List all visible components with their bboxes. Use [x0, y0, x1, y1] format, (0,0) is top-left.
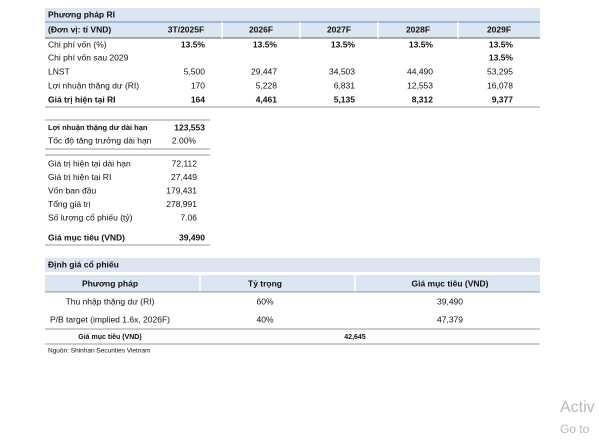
cell: 53,295: [487, 66, 513, 76]
cell: 2.00%: [172, 135, 197, 145]
header-band: [45, 8, 540, 22]
cell: 39,490: [179, 232, 205, 242]
cell: 60%: [256, 296, 273, 306]
cell: 5,135: [334, 94, 356, 104]
cell: 72,112: [172, 158, 198, 168]
row-label: Lợi nhuận thặng dư dài hạn: [48, 123, 148, 132]
cell: 16,078: [487, 80, 513, 90]
row-label: Chi phí vốn sau 2029: [48, 52, 129, 62]
row-label: Giá mục tiêu (VND): [48, 232, 125, 242]
cell: 9,377: [492, 94, 514, 104]
cell: 5,500: [184, 66, 206, 76]
source-note: Nguồn: Shinhan Securities Vietnam: [48, 346, 151, 355]
column-header: 2029F: [487, 24, 511, 34]
cell: Thu nhập thặng dư (RI): [66, 296, 155, 306]
row-label: Lợi nhuận thặng dư (RI): [48, 80, 139, 90]
cell: 164: [191, 94, 205, 104]
row-label: Vốn ban đầu: [48, 185, 96, 195]
cell: 44,490: [407, 66, 433, 76]
column-header: Phương pháp: [82, 278, 138, 288]
cell: 40%: [256, 314, 273, 324]
cell: 13.5%: [489, 39, 514, 49]
row-label: Giá trị hiện tại RI: [48, 94, 116, 104]
cell: 278,991: [166, 199, 197, 209]
section-title: Định giá cổ phiếu: [48, 259, 119, 269]
header-band: [45, 22, 540, 38]
cell: 34,503: [329, 66, 355, 76]
cell: 7.06: [180, 212, 197, 222]
cell: 13.5%: [331, 39, 356, 49]
cell: 47,379: [437, 314, 463, 324]
cell: 179,431: [166, 185, 197, 195]
watermark: Go to: [560, 422, 590, 436]
cell: 4,461: [256, 94, 278, 104]
column-header: 3T/2025F: [168, 24, 204, 34]
cell: 8,312: [412, 94, 434, 104]
row-label: Số lượng cổ phiếu (tỷ): [48, 212, 133, 222]
cell: 27,449: [171, 172, 197, 182]
cell: 6,831: [334, 80, 356, 90]
row-label: LNST: [48, 66, 70, 76]
cell: 13.5%: [409, 39, 434, 49]
row-label: Giá trị hiện tại RI: [48, 172, 111, 182]
row-label: Chi phí vốn (%): [48, 39, 107, 49]
header-band: [45, 258, 540, 272]
total-value: 42,645: [344, 334, 366, 341]
column-header: 2027F: [327, 24, 351, 34]
cell: 39,490: [437, 296, 463, 306]
row-label: Tổng giá trị: [48, 199, 91, 209]
row-label: Giá trị hiện tại dài hạn: [48, 158, 131, 168]
cell: 123,553: [174, 122, 205, 132]
cell: 13.5%: [181, 39, 206, 49]
header-band: [45, 275, 540, 292]
cell: 170: [191, 80, 205, 90]
cell: 5,228: [256, 80, 278, 90]
watermark: Activ: [560, 399, 595, 416]
table-title: Phương pháp RI: [48, 9, 115, 19]
column-header: Giá mục tiêu (VND): [412, 278, 489, 288]
cell: 13.5%: [489, 52, 514, 62]
cell: 13.5%: [253, 39, 278, 49]
cell: 29,447: [251, 66, 277, 76]
cell: 12,553: [407, 80, 433, 90]
row-label: Tốc độ tăng trưởng dài hạn: [48, 135, 152, 145]
unit-label: (Đơn vị: tỉ VND): [48, 24, 111, 34]
column-header: 2026F: [249, 24, 273, 34]
cell: P/B target (implied 1.6x, 2026F): [50, 314, 170, 324]
column-header: 2028F: [406, 24, 430, 34]
column-header: Tỷ trọng: [248, 278, 282, 288]
total-label: Giá mục tiêu (VND): [78, 334, 141, 341]
